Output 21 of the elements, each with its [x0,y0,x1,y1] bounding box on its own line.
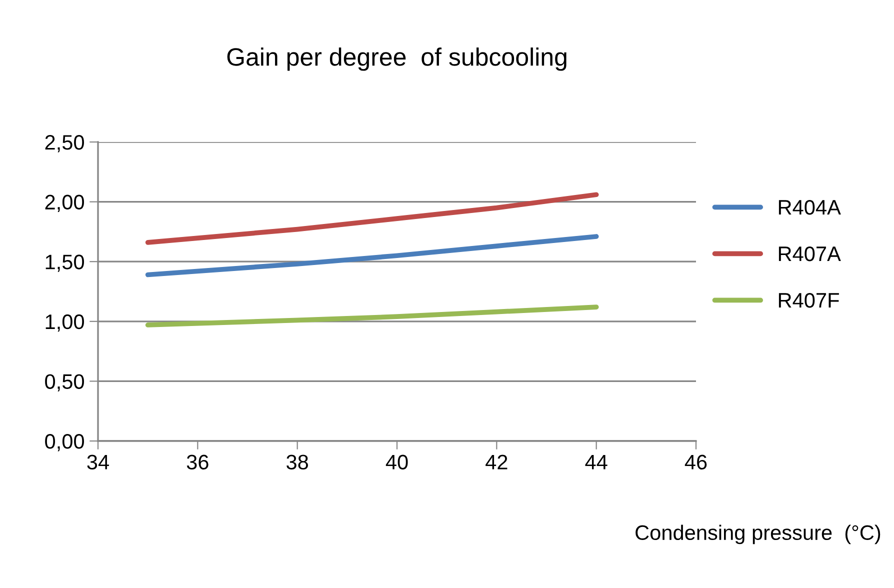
x-tick-label: 36 [186,454,208,470]
x-tick-label: 38 [286,454,308,470]
y-tick-label: 0,50 [45,374,84,392]
x-tick-label: 44 [585,454,608,470]
y-tick-label: 1,50 [46,254,84,272]
line-series [145,304,599,328]
y-tick-label: 0,00 [45,434,84,452]
y-tick-label: 2,00 [45,194,84,212]
legend-label: R407F [778,292,839,308]
line-series [145,234,599,278]
x-tick-label: 34 [87,454,109,470]
x-tick-label: 46 [684,454,707,470]
chart-title: Gain per degree of subcooling [227,47,566,71]
y-tick-label: 1,00 [46,314,84,332]
x-tick-label: 42 [486,454,508,470]
x-tick-label: 40 [386,454,408,470]
legend-label: R407A [778,246,841,262]
x-axis-title: Condensing pressure (°C) [636,524,880,544]
line-series [145,192,599,245]
y-tick-label: 2,50 [45,135,84,152]
legend-label: R404A [778,200,841,215]
